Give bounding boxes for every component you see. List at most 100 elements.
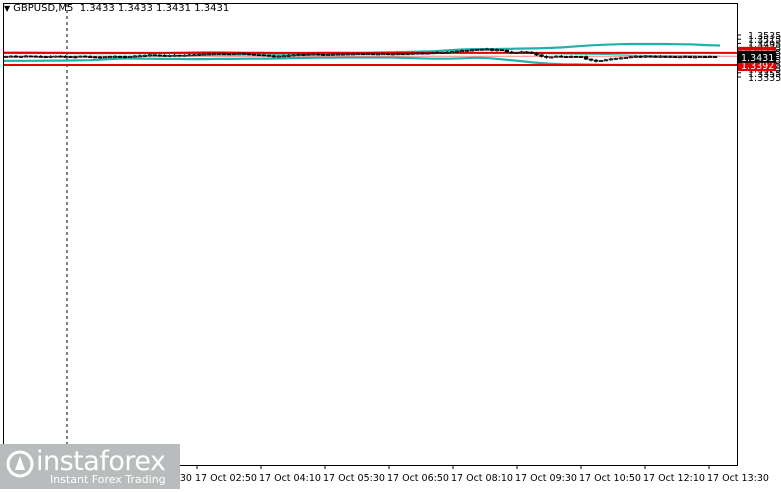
candle	[569, 55, 574, 59]
candle	[276, 55, 281, 58]
price-axis: 1.35351.35151.34951.34751.34551.34351.34…	[737, 31, 781, 84]
candle-body	[43, 56, 48, 58]
candle	[365, 52, 371, 56]
candle-body	[8, 55, 14, 58]
candle-body	[221, 53, 227, 55]
instaforex-logo: instaforex Instant Forex Trading	[0, 444, 180, 489]
candle	[420, 51, 425, 55]
candle-body	[375, 53, 381, 56]
candle	[316, 53, 321, 56]
candle-body	[593, 59, 599, 62]
candle	[23, 54, 28, 58]
candle	[43, 55, 48, 58]
candle	[400, 53, 405, 56]
collapse-triangle-icon[interactable]: ▼	[4, 4, 11, 13]
candle-body	[365, 53, 371, 56]
candle-body	[266, 54, 271, 57]
candle-body	[693, 56, 698, 59]
candle	[251, 53, 257, 56]
candle	[549, 56, 554, 59]
candle-body	[216, 53, 222, 55]
candle-body	[683, 56, 688, 58]
candle	[177, 54, 182, 57]
candle	[638, 55, 643, 58]
candle-body	[152, 54, 157, 57]
candle	[430, 51, 435, 55]
candle	[306, 53, 311, 56]
candle-body	[509, 51, 514, 54]
candle-body	[623, 57, 628, 59]
candle-body	[643, 55, 648, 58]
candle-body	[13, 55, 19, 58]
candle-body	[167, 55, 172, 57]
logo-tagline: Instant Forex Trading	[50, 473, 166, 486]
candle	[628, 55, 633, 59]
candle	[187, 53, 192, 57]
symbol-label: GBPUSD,M5	[13, 3, 74, 14]
candle-body	[425, 52, 430, 55]
candle-body	[276, 55, 281, 58]
candle	[559, 54, 564, 58]
candle-body	[569, 56, 574, 58]
x-tick-label: 17 Oct 04:10	[259, 473, 321, 484]
candle-body	[103, 56, 108, 59]
candle-body	[673, 56, 678, 58]
candle	[147, 53, 152, 57]
candle-body	[326, 54, 331, 56]
candle-body	[3, 56, 9, 58]
candle	[132, 55, 138, 58]
candle	[375, 53, 381, 56]
candle	[58, 55, 63, 58]
candle-body	[291, 54, 296, 57]
candle-body	[702, 56, 708, 58]
candle	[504, 49, 509, 53]
candle	[330, 53, 336, 56]
candle	[608, 57, 614, 61]
candle	[623, 56, 628, 59]
y-tick-label: 1.3355	[748, 69, 781, 80]
candle	[152, 54, 157, 57]
candle-body	[345, 53, 351, 56]
candle	[484, 47, 490, 51]
candle-body	[603, 59, 609, 62]
candle-body	[18, 56, 24, 58]
candle	[350, 53, 356, 56]
candle-body	[251, 53, 257, 56]
candle	[564, 55, 569, 58]
candle	[519, 50, 524, 54]
candle-body	[494, 49, 499, 52]
candle-body	[127, 56, 133, 58]
candle	[142, 54, 147, 57]
candle	[112, 55, 118, 58]
candle-body	[48, 56, 53, 58]
level-label: 1.3392	[741, 61, 774, 72]
candle	[688, 55, 693, 59]
candle-body	[688, 56, 693, 58]
candle-body	[668, 56, 673, 58]
candle-body	[707, 56, 713, 58]
candle-body	[360, 53, 366, 56]
candle-body	[78, 55, 83, 58]
candle-body	[469, 49, 475, 52]
candle-body	[534, 52, 539, 56]
candle	[529, 51, 534, 55]
x-tick-label: 17 Oct 02:50	[195, 473, 257, 484]
candle	[221, 52, 227, 55]
candle	[593, 59, 599, 63]
candle-body	[177, 54, 182, 57]
candle-body	[618, 57, 623, 60]
chart-title: ▼ GBPUSD,M5 1.3433 1.3433 1.3431 1.3431	[4, 3, 229, 14]
candle	[211, 52, 217, 56]
candle	[335, 52, 341, 56]
candle	[8, 55, 14, 58]
candle	[231, 52, 237, 55]
candle-body	[226, 53, 232, 56]
candle-body	[405, 53, 410, 56]
candle	[440, 51, 445, 54]
candle-body	[112, 56, 118, 58]
candle	[499, 49, 504, 52]
y-tick-label: 1.3515	[748, 35, 781, 46]
x-tick-label: 17 Oct 10:50	[579, 473, 641, 484]
